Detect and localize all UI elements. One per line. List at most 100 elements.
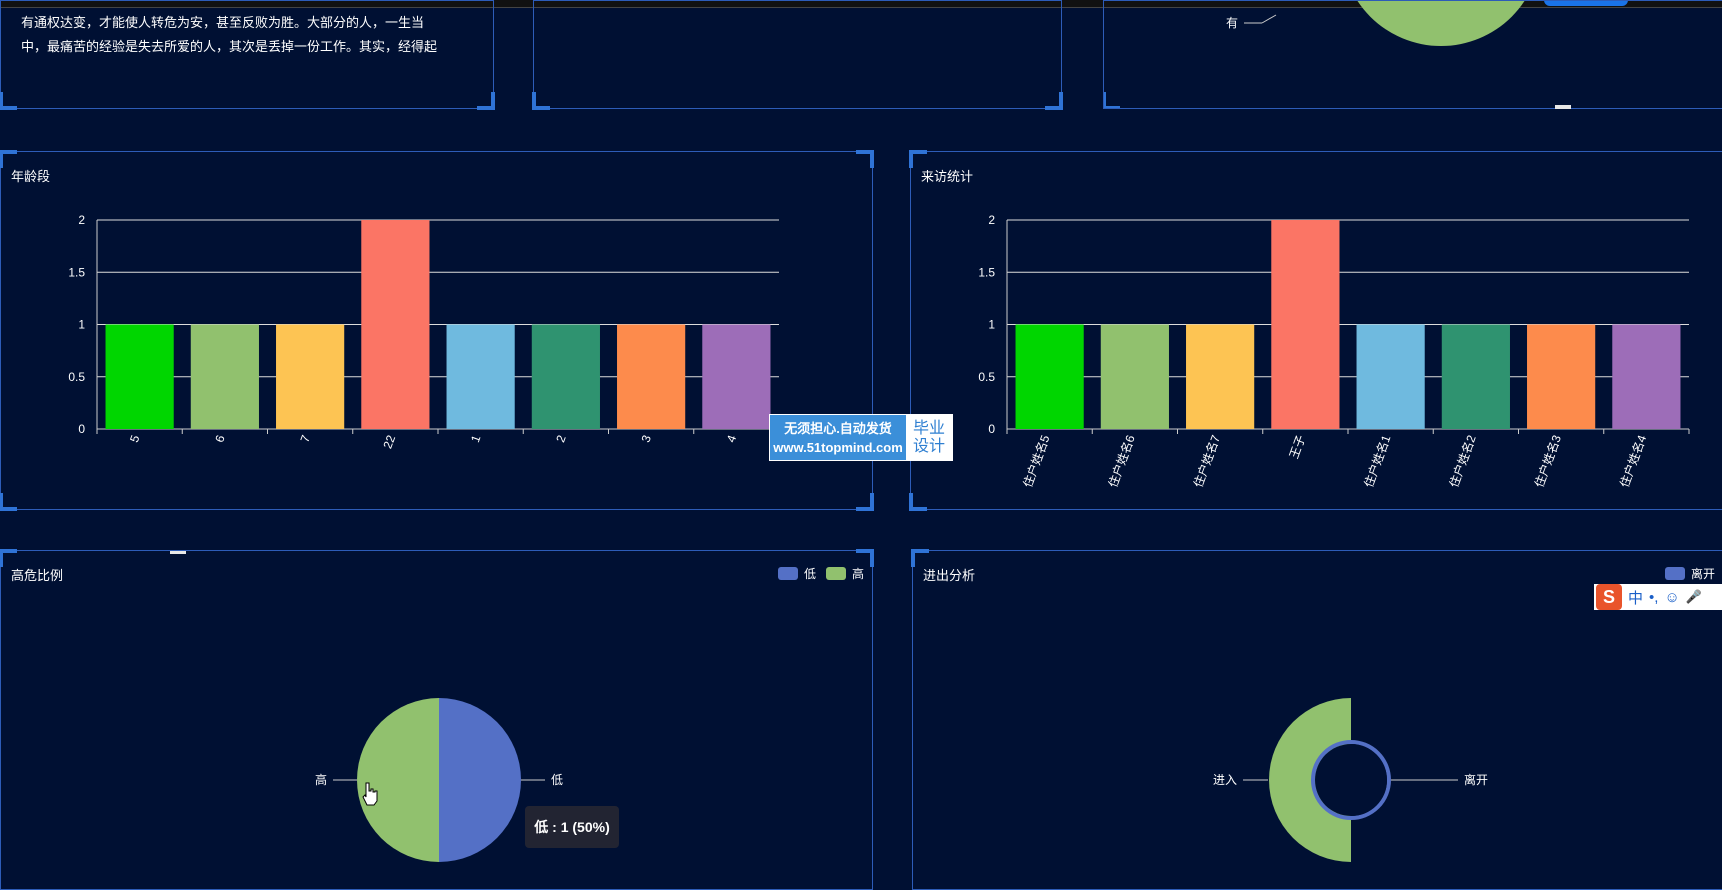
x-tick-label: 7: [298, 433, 314, 444]
y-tick-label: 2: [78, 213, 85, 227]
visit-chart-title: 来访统计: [921, 169, 974, 184]
watermark-slogan: 无须担心.自动发货: [784, 420, 892, 436]
risk-chart-panel: 高危比例 低 高 低高: [0, 549, 874, 890]
x-tick-label: 1: [468, 433, 484, 444]
y-tick-label: 0: [78, 422, 85, 436]
inout-chart-panel: 进出分析 离开 进入 离开: [911, 549, 1722, 890]
ime-toolbar[interactable]: S 中 •, ☺ 🎤: [1594, 584, 1722, 610]
bar: [702, 324, 771, 429]
bar: [105, 324, 174, 429]
corner-decoration: [0, 493, 17, 511]
ime-language[interactable]: 中: [1628, 589, 1644, 607]
corner-decoration: [856, 150, 874, 168]
bar: [1441, 324, 1510, 429]
pie-label-low: 低: [551, 773, 563, 787]
inout-chart-title: 进出分析: [923, 568, 976, 583]
watermark-right-line: 设计: [912, 437, 945, 455]
top-pie-label-line: [1261, 14, 1277, 24]
top-right-button[interactable]: [1544, 0, 1628, 6]
scroll-indicator[interactable]: [1555, 105, 1571, 109]
pie-slice: [439, 698, 521, 862]
x-tick-label: 住户姓名1: [1361, 433, 1394, 490]
empty-top-panel: [532, 0, 1063, 110]
y-tick-label: 1: [988, 318, 995, 332]
risk-chart-title: 高危比例: [11, 568, 64, 583]
x-tick-label: 住户姓名2: [1446, 433, 1479, 490]
visit-chart-panel: 来访统计 0 0.5 1 1.5 2 住户姓名5 住户姓名6 住户姓名7 王子 住户姓名1 住户姓名…: [909, 150, 1722, 511]
bar: [617, 324, 686, 429]
corner-decoration: [532, 92, 550, 110]
pie-tooltip: 低 : 1 (50%): [525, 806, 619, 848]
x-tick-label: 5: [127, 433, 143, 444]
scroll-indicator[interactable]: [170, 550, 186, 554]
y-tick-label: 0.5: [978, 370, 995, 384]
enter-half-slice: [1269, 698, 1351, 862]
inout-ring-chart: 进入 离开: [1213, 698, 1488, 862]
quote-panel: 有通权达变，才能使人转危为安，甚至反败为胜。大部分的人，一生当 中，最痛苦的经验…: [0, 0, 495, 110]
watermark-badge[interactable]: 无须担心.自动发货 www.51topmind.com 毕业 设计: [769, 414, 953, 461]
pie-label-high: 高: [315, 772, 327, 787]
watermark-url: www.51topmind.com: [773, 439, 903, 455]
quote-line: 中，最痛苦的经验是失去所爱的人，其次是丢掉一份工作。其实，经得起: [21, 39, 438, 54]
legend-swatch-leave[interactable]: [1665, 567, 1685, 580]
leave-ring: [1311, 740, 1391, 820]
age-chart-title: 年龄段: [11, 169, 51, 184]
y-tick-label: 0.5: [68, 370, 85, 384]
x-tick-label: 住户姓名4: [1616, 433, 1649, 490]
x-tick-label: 2: [553, 433, 569, 444]
y-tick-label: 2: [988, 213, 995, 227]
watermark-right: 毕业 设计: [906, 415, 952, 460]
top-pie-slice: [1357, 1, 1525, 46]
bar: [1186, 324, 1255, 429]
visit-bar-chart: 0 0.5 1 1.5 2 住户姓名5 住户姓名6 住户姓名7 王子 住户姓名1 住户姓名2 住户姓名…: [978, 213, 1690, 490]
x-tick-label: 6: [212, 433, 228, 444]
x-tick-label: 3: [639, 433, 655, 444]
watermark-left: 无须担心.自动发货 www.51topmind.com: [770, 415, 906, 460]
corner-decoration: [909, 150, 927, 168]
x-tick-label: 4: [724, 433, 740, 444]
bar: [1356, 324, 1425, 429]
sogou-logo-icon[interactable]: S: [1596, 584, 1622, 610]
risk-pie-chart: 低高: [315, 698, 563, 862]
microphone-icon[interactable]: 🎤: [1685, 589, 1702, 604]
bar: [446, 324, 515, 429]
ime-punctuation[interactable]: •,: [1649, 588, 1659, 606]
y-tick-label: 1: [78, 318, 85, 332]
leave-label: 离开: [1464, 772, 1488, 787]
corner-decoration: [1045, 92, 1063, 110]
legend-swatch-low[interactable]: [777, 567, 798, 580]
x-tick-label: 住户姓名3: [1531, 433, 1564, 490]
x-tick-label: 住户姓名5: [1020, 433, 1053, 490]
pie-slice: [357, 698, 439, 862]
top-pie-panel: 有: [1103, 0, 1722, 109]
corner-decoration: [1104, 92, 1120, 108]
top-pie-svg: 有: [1226, 1, 1525, 46]
legend-label-high[interactable]: 高: [851, 567, 864, 581]
corner-decoration: [0, 549, 17, 567]
legend-label-low[interactable]: 低: [803, 567, 816, 581]
corner-decoration: [0, 150, 17, 168]
bar: [531, 324, 600, 429]
x-tick-label: 住户姓名6: [1105, 433, 1138, 490]
bar: [1527, 324, 1596, 429]
inout-chart-legend: 离开: [1665, 565, 1715, 582]
bar: [1271, 220, 1340, 429]
corner-decoration: [909, 493, 927, 511]
quote-text: 有通权达变，才能使人转危为安，甚至反败为胜。大部分的人，一生当 中，最痛苦的经验…: [21, 11, 481, 59]
x-tick-label: 住户姓名7: [1190, 433, 1223, 490]
age-chart-panel: 年龄段 0 0.5 1 1.5 2 5 6 7 22 1 2 3 4: [0, 150, 874, 511]
risk-chart-legend: 低 高: [777, 565, 864, 582]
age-bar-chart: 0 0.5 1 1.5 2 5 6 7 22 1 2 3 4: [68, 213, 780, 451]
legend-swatch-high[interactable]: [825, 567, 846, 580]
bar: [190, 324, 259, 429]
legend-label-leave[interactable]: 离开: [1691, 567, 1716, 581]
emoji-icon[interactable]: ☺: [1664, 588, 1680, 606]
corner-decoration: [477, 92, 495, 110]
quote-line: 有通权达变，才能使人转危为安，甚至反败为胜。大部分的人，一生当: [21, 15, 425, 30]
bar: [276, 324, 345, 429]
y-tick-label: 0: [988, 422, 995, 436]
corner-decoration: [856, 493, 874, 511]
bar: [1015, 324, 1084, 429]
y-tick-label: 1.5: [68, 265, 85, 279]
corner-decoration: [856, 549, 874, 567]
